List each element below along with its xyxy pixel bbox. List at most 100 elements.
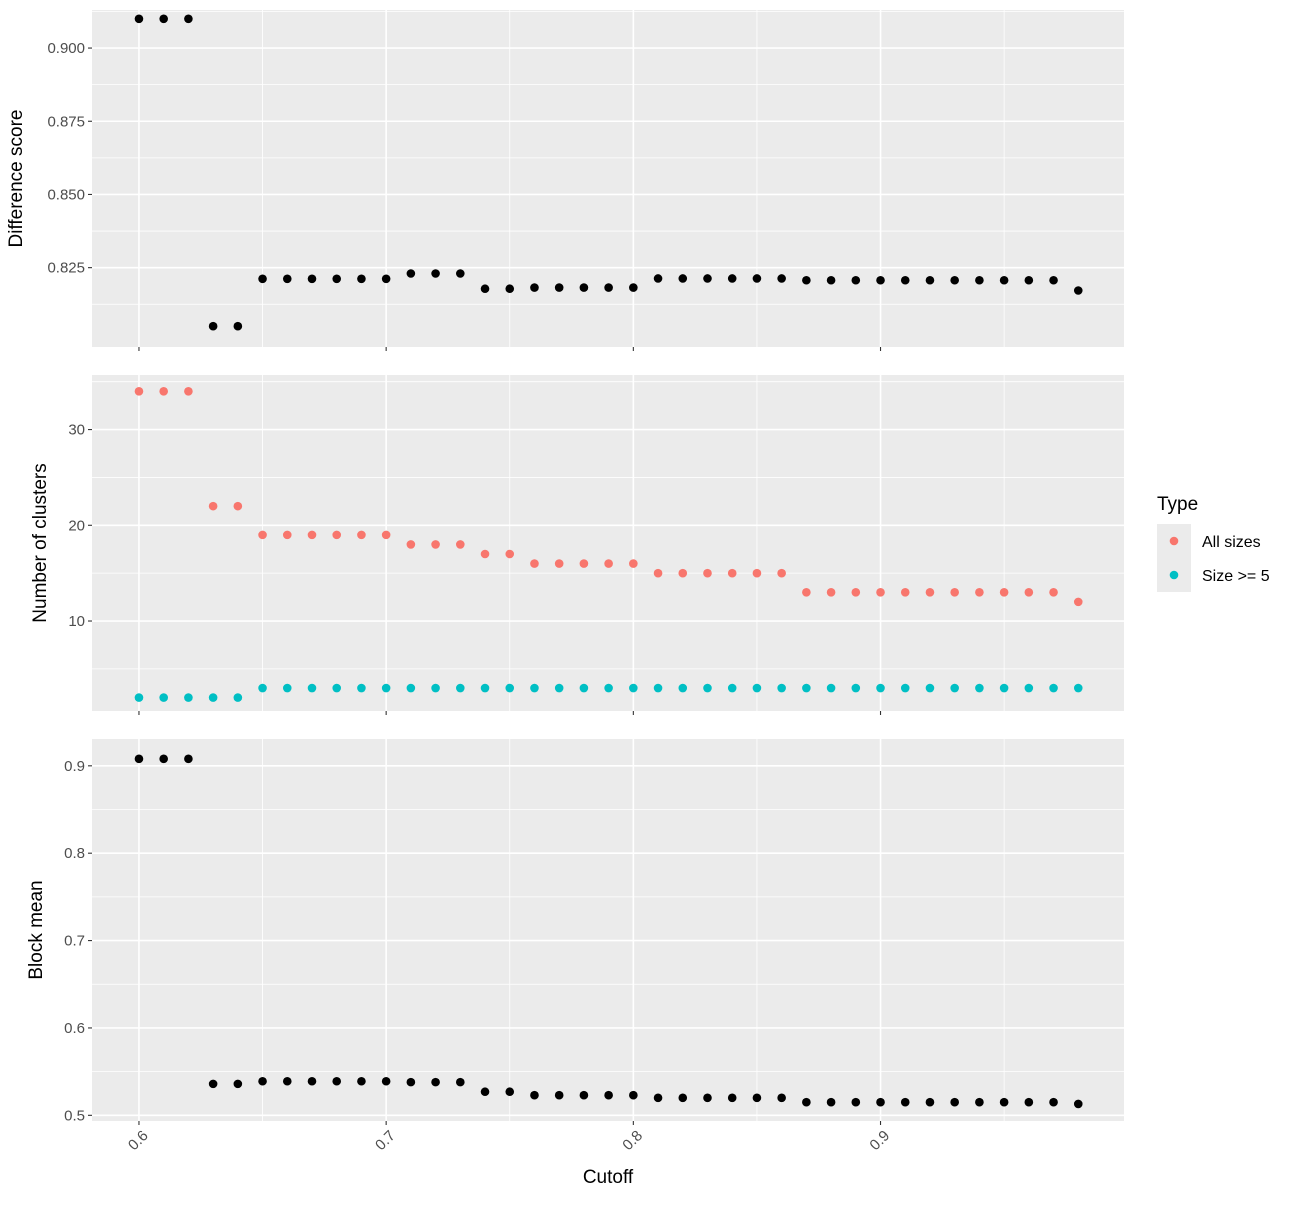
data-point: [727, 274, 737, 283]
data-point: [159, 693, 168, 702]
data-point: [975, 683, 984, 693]
data-point: [134, 14, 144, 24]
data-point: [530, 283, 539, 292]
data-point: [925, 683, 935, 693]
x-tick-label: 0.8: [619, 1127, 646, 1154]
data-point: [208, 693, 218, 702]
data-point: [456, 1077, 465, 1087]
data-point: [925, 1097, 935, 1107]
data-point: [1073, 597, 1083, 607]
data-point: [134, 386, 144, 396]
data-point: [208, 321, 218, 331]
legend-title: Type: [1157, 494, 1198, 515]
data-point: [579, 1090, 589, 1100]
x-tick-label: 0.6: [125, 1127, 152, 1154]
data-point: [1049, 275, 1058, 285]
data-point: [258, 683, 267, 693]
panel-background: [92, 10, 1124, 347]
data-point: [554, 283, 564, 292]
data-point: [604, 683, 613, 693]
data-point: [1073, 1099, 1083, 1109]
data-point: [307, 683, 317, 693]
data-point: [505, 284, 515, 294]
y-axis-title: Difference score: [6, 110, 27, 248]
y-tick-label: 20: [68, 517, 85, 534]
data-point: [678, 1093, 688, 1103]
data-point: [851, 275, 861, 285]
data-point: [505, 683, 515, 693]
data-point: [480, 549, 490, 559]
y-tick-label: 0.875: [47, 113, 85, 130]
data-point: [703, 1093, 712, 1103]
data-point: [505, 1087, 515, 1097]
x-axis: 0.6 0.7 0.8 0.9: [125, 1127, 893, 1154]
data-point: [653, 568, 663, 578]
data-point: [579, 683, 589, 693]
data-point: [1049, 587, 1058, 597]
data-point: [629, 559, 638, 568]
data-point: [727, 1093, 737, 1103]
legend-label: Size >= 5: [1202, 568, 1270, 585]
data-point: [282, 530, 292, 540]
data-point: [629, 683, 638, 693]
data-point: [134, 693, 144, 702]
data-point: [876, 275, 885, 285]
data-point: [184, 386, 193, 396]
panel-3: 0.5 0.6 0.7 0.8 0.9 Block mean: [26, 739, 1124, 1125]
data-point: [1024, 275, 1034, 285]
data-point: [406, 540, 416, 549]
panel-background: [92, 375, 1124, 711]
data-point: [752, 274, 762, 283]
y-tick-label: 0.6: [64, 1020, 85, 1037]
data-point: [357, 274, 366, 284]
data-point: [431, 683, 440, 693]
panels-layer: 0.825 0.850 0.875 0.900 Difference score 10 20…: [6, 10, 1124, 1125]
data-point: [826, 587, 836, 597]
data-point: [1024, 683, 1034, 693]
data-point: [1073, 683, 1083, 693]
data-point: [554, 1090, 564, 1100]
y-axis-title: Number of clusters: [30, 463, 51, 622]
panel-background: [92, 739, 1124, 1121]
data-point: [752, 568, 762, 578]
data-point: [406, 683, 416, 693]
data-point: [208, 1079, 218, 1089]
y-tick-label: 30: [68, 422, 85, 439]
data-point: [604, 559, 613, 568]
data-point: [975, 275, 984, 285]
data-point: [678, 568, 688, 578]
data-point: [381, 530, 391, 540]
data-point: [357, 530, 366, 540]
data-point: [727, 683, 737, 693]
data-point: [184, 754, 193, 764]
y-tick-label: 0.825: [47, 260, 85, 277]
data-point: [1024, 1097, 1034, 1107]
data-point: [727, 568, 737, 578]
data-point: [629, 283, 638, 292]
data-point: [431, 269, 440, 278]
data-point: [851, 587, 861, 597]
data-point: [208, 501, 218, 511]
data-point: [826, 683, 836, 693]
data-point: [876, 587, 885, 597]
data-point: [554, 559, 564, 568]
data-point: [604, 283, 613, 292]
data-point: [752, 1093, 762, 1103]
data-point: [999, 587, 1009, 597]
data-point: [604, 1090, 613, 1100]
data-point: [282, 683, 292, 693]
y-tick-label: 0.5: [64, 1107, 85, 1124]
y-tick-label: 0.900: [47, 40, 85, 57]
data-point: [233, 321, 243, 331]
data-point: [777, 683, 786, 693]
data-point: [381, 683, 391, 693]
data-point: [456, 540, 465, 549]
data-point: [184, 693, 193, 702]
data-point: [1049, 683, 1058, 693]
data-point: [802, 587, 811, 597]
data-point: [999, 1097, 1009, 1107]
data-point: [332, 530, 342, 540]
data-point: [975, 1097, 984, 1107]
data-point: [233, 1079, 243, 1089]
